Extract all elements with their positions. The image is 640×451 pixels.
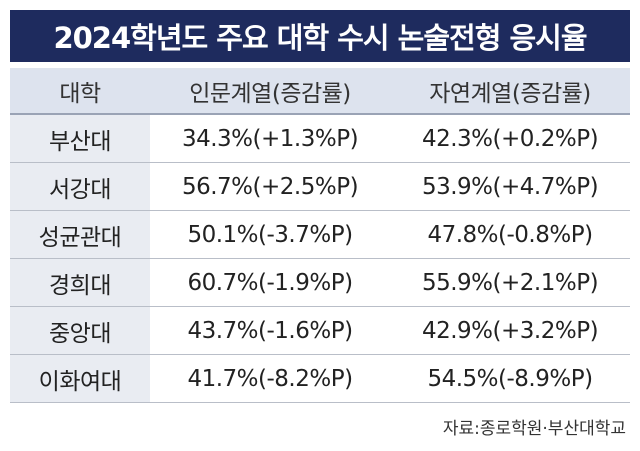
header-cell: 자연계열(증감률) [429, 80, 591, 107]
table-cell: 이화여대 [10, 355, 150, 402]
table-cell: 부산대 [10, 115, 150, 162]
table-cell: 서강대 [10, 163, 150, 210]
table-row: 중앙대 43.7%(-1.6%P) 42.9%(+3.2%P) [10, 307, 630, 355]
table-cell: 56.7%(+2.5%P) [181, 173, 359, 200]
title: 2024학년도 주요 대학 수시 논술전형 응시율 [10, 10, 630, 62]
table-cell: 42.9%(+3.2%P) [421, 317, 599, 344]
header-cell: 인문계열(증감률) [189, 80, 351, 107]
table: 대학 인문계열(증감률) 자연계열(증감률) 부산대 34.3%(+1.3%P) 42.3… [10, 68, 630, 403]
table-cell: 34.3%(+1.3%P) [181, 125, 359, 152]
source: 자료:종로학원·부산대학교 [442, 419, 626, 439]
table-row: 경희대 60.7%(-1.9%P) 55.9%(+2.1%P) [10, 259, 630, 307]
table-row: 서강대 56.7%(+2.5%P) 53.9%(+4.7%P) [10, 163, 630, 211]
table-cell: 60.7%(-1.9%P) [187, 269, 353, 296]
header-cell: 대학 [59, 80, 101, 107]
header-row: 대학 인문계열(증감률) 자연계열(증감률) [10, 68, 630, 115]
table-row: 이화여대 41.7%(-8.2%P) 54.5%(-8.9%P) [10, 355, 630, 403]
table-cell: 55.9%(+2.1%P) [421, 269, 599, 296]
table-cell: 50.1%(-3.7%P) [187, 221, 353, 248]
table-cell: 42.3%(+0.2%P) [421, 125, 599, 152]
table-row: 부산대 34.3%(+1.3%P) 42.3%(+0.2%P) [10, 115, 630, 163]
table-row: 성균관대 50.1%(-3.7%P) 47.8%(-0.8%P) [10, 211, 630, 259]
table-cell: 중앙대 [10, 307, 150, 354]
table-cell: 53.9%(+4.7%P) [421, 173, 599, 200]
table-cell: 43.7%(-1.6%P) [187, 317, 353, 344]
table-cell: 경희대 [10, 259, 150, 306]
table-cell: 47.8%(-0.8%P) [427, 221, 593, 248]
table-cell: 성균관대 [10, 211, 150, 258]
table-cell: 54.5%(-8.9%P) [427, 365, 593, 392]
table-cell: 41.7%(-8.2%P) [187, 365, 353, 392]
